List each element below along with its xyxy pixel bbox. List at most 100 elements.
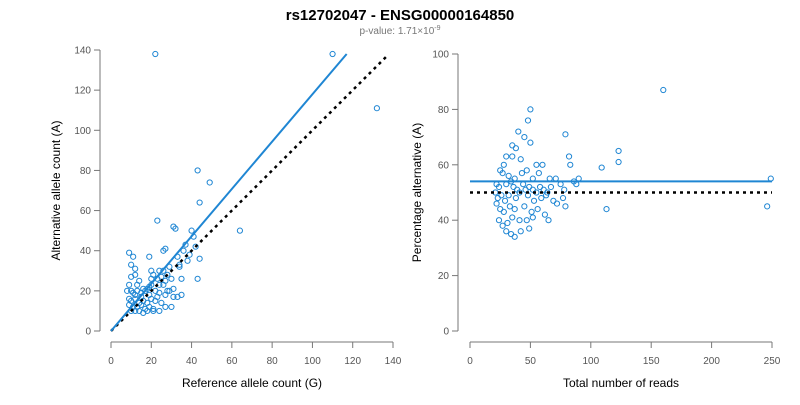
data-point [154, 217, 161, 224]
y-axis-label: Alternative allele count (A) [49, 120, 63, 260]
data-point [132, 265, 139, 272]
data-point [562, 131, 569, 138]
fit-line [110, 53, 348, 332]
data-point [539, 161, 546, 168]
x-tick-label: 150 [643, 356, 660, 367]
y-tick-label: 80 [438, 105, 450, 116]
data-point [527, 139, 534, 146]
data-point [561, 186, 568, 193]
data-point [565, 153, 573, 160]
data-point [509, 142, 516, 149]
y-tick-label: 0 [85, 327, 91, 338]
data-point [543, 192, 550, 199]
data-point [184, 257, 191, 264]
y-tick-label: 80 [80, 166, 92, 177]
data-point [521, 134, 528, 141]
data-point [515, 128, 522, 135]
data-point [126, 295, 133, 302]
data-point [528, 208, 535, 215]
data-point [206, 179, 213, 186]
data-point [160, 247, 167, 254]
y-tick-label: 40 [438, 216, 450, 227]
data-point [494, 194, 501, 202]
data-point [150, 307, 157, 315]
data-point [536, 183, 544, 191]
data-point [192, 243, 199, 250]
data-point [500, 161, 507, 168]
data-point [132, 291, 139, 298]
chart-title: rs12702047 - ENSG00000164850 [286, 7, 515, 24]
data-point [541, 211, 548, 218]
x-tick-label: 50 [525, 356, 537, 367]
data-point [498, 192, 505, 199]
y-tick-label: 60 [80, 206, 92, 217]
p-value-text: p-value: 1.71×10 [359, 26, 434, 37]
p-value-label: p-value: 1.71×10-9 [359, 25, 440, 37]
data-point [196, 199, 203, 206]
data-point [550, 197, 557, 204]
y-tick-label: 40 [80, 246, 92, 257]
data-point [168, 275, 175, 282]
data-point [164, 271, 171, 278]
data-point [660, 86, 667, 94]
data-point [523, 167, 530, 174]
data-point [126, 281, 133, 288]
y-tick-label: 140 [74, 46, 91, 57]
y-tick-label: 120 [74, 86, 91, 97]
reference-line [110, 55, 388, 332]
data-point [615, 147, 622, 155]
data-point [615, 158, 622, 166]
data-point [329, 50, 336, 58]
x-tick-label: 100 [582, 356, 599, 367]
data-point [170, 293, 177, 300]
data-point [150, 305, 157, 313]
data-point [166, 287, 173, 294]
data-point [128, 287, 135, 294]
data-point [162, 245, 169, 252]
data-point [162, 291, 169, 298]
data-point [505, 192, 512, 199]
data-point [545, 217, 552, 224]
data-point [160, 281, 167, 288]
x-tick-label: 20 [146, 356, 158, 367]
data-point [146, 253, 153, 260]
data-point [168, 303, 175, 311]
data-point [186, 251, 193, 258]
data-point [506, 203, 513, 210]
data-point [512, 145, 520, 152]
data-point [538, 194, 545, 202]
data-point [524, 117, 532, 124]
data-point [162, 303, 169, 311]
data-point [764, 203, 771, 210]
data-point [154, 293, 161, 300]
x-tick-label: 0 [467, 356, 473, 367]
data-point [501, 197, 509, 204]
x-tick-label: 120 [344, 356, 361, 367]
data-point [527, 106, 534, 113]
y-axis-label: Percentage alternative (A) [410, 123, 424, 262]
data-point [500, 208, 507, 215]
data-point [553, 200, 561, 207]
data-point [172, 225, 179, 232]
data-point [533, 161, 540, 168]
data-point [128, 261, 135, 268]
data-point [170, 223, 177, 230]
data-point [148, 275, 155, 282]
data-point [511, 233, 518, 240]
data-point [517, 156, 524, 163]
data-point [132, 271, 139, 278]
data-point [497, 206, 504, 213]
x-tick-label: 80 [267, 356, 279, 367]
data-point [547, 183, 555, 191]
data-point [180, 247, 187, 254]
p-value-exponent: -9 [434, 25, 440, 32]
data-point [236, 227, 244, 234]
data-point [516, 189, 523, 196]
data-point [178, 291, 185, 298]
data-point [509, 153, 516, 160]
data-point [598, 164, 605, 171]
data-point [493, 200, 500, 207]
y-tick-label: 60 [438, 160, 450, 171]
data-point [188, 227, 195, 234]
data-point [534, 206, 541, 213]
